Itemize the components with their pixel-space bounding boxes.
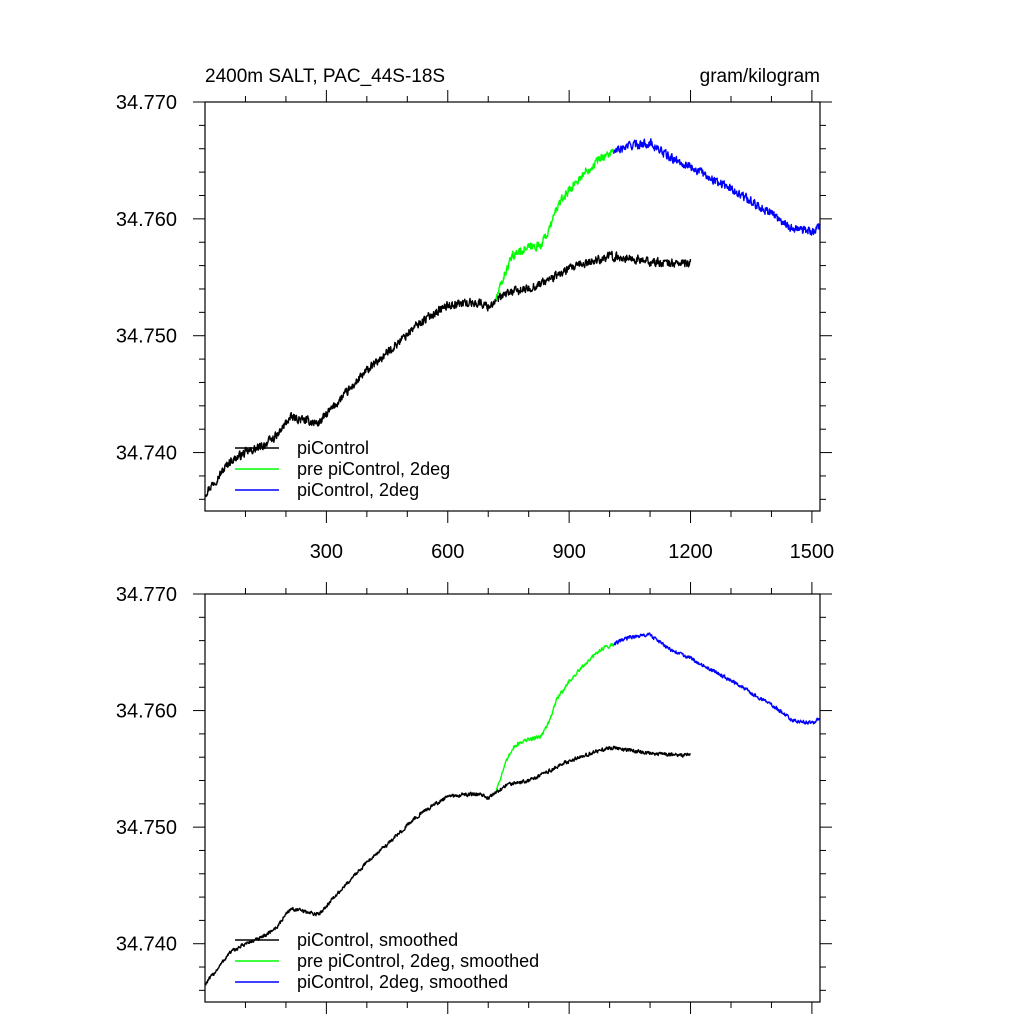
legend-label: piControl, smoothed [297,930,458,950]
bottom-panel: 34.740 34.750 34.760 34.770 piControl, smoot… [116,582,832,1014]
series-line-pre-picontrol-2deg-smoothed [495,642,615,791]
series-line-picontrol-2deg-smoothed [613,632,821,725]
x-tick-label: 900 [552,541,585,563]
plot-frame [204,101,821,512]
legend-label: piControl [297,438,369,458]
series-line-picontrol-2deg [613,138,821,236]
x-tick-label: 600 [431,541,464,563]
y-tick-label: 34.760 [116,209,177,231]
legend-label: pre piControl, 2deg, smoothed [297,951,539,971]
legend-label: pre piControl, 2deg [297,459,450,479]
y-tick-label: 34.740 [116,934,177,956]
legend-label: piControl, 2deg, smoothed [297,972,508,992]
y-tick-label: 34.750 [116,817,177,839]
y-tick-label: 34.770 [116,584,177,606]
x-tick-label: 1200 [668,541,713,563]
units-label: gram/kilogram [700,66,820,87]
series-line-pre-picontrol-2deg [495,148,614,300]
legend-label: piControl, 2deg [297,480,419,500]
x-tick-label: 1500 [790,541,835,563]
y-tick-label: 34.740 [116,443,177,465]
plot-frame [204,593,821,1003]
y-tick-label: 34.750 [116,326,177,348]
series-line-picontrol-smoothed [204,745,691,986]
y-tick-label: 34.770 [116,92,177,114]
top-panel: 300 600 900 1200 1500 34.740 34.750 34.760 34.77… [116,66,834,563]
series-line-picontrol [204,250,692,498]
y-tick-label: 34.760 [116,701,177,723]
chart-title: 2400m SALT, PAC_44S-18S [205,66,445,87]
x-tick-label: 300 [310,541,343,563]
